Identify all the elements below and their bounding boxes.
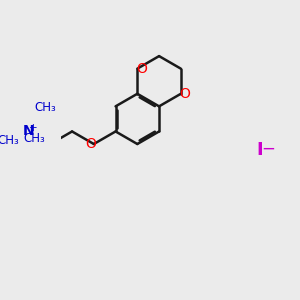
Text: −: − (261, 140, 274, 158)
Text: CH₃: CH₃ (34, 101, 56, 114)
Text: N: N (23, 124, 34, 139)
Text: CH₃: CH₃ (0, 134, 20, 147)
Text: I: I (256, 141, 262, 159)
Text: O: O (180, 87, 190, 101)
Text: O: O (85, 137, 96, 151)
Text: +: + (28, 123, 37, 133)
Text: CH₃: CH₃ (23, 132, 45, 145)
Text: O: O (136, 62, 147, 76)
